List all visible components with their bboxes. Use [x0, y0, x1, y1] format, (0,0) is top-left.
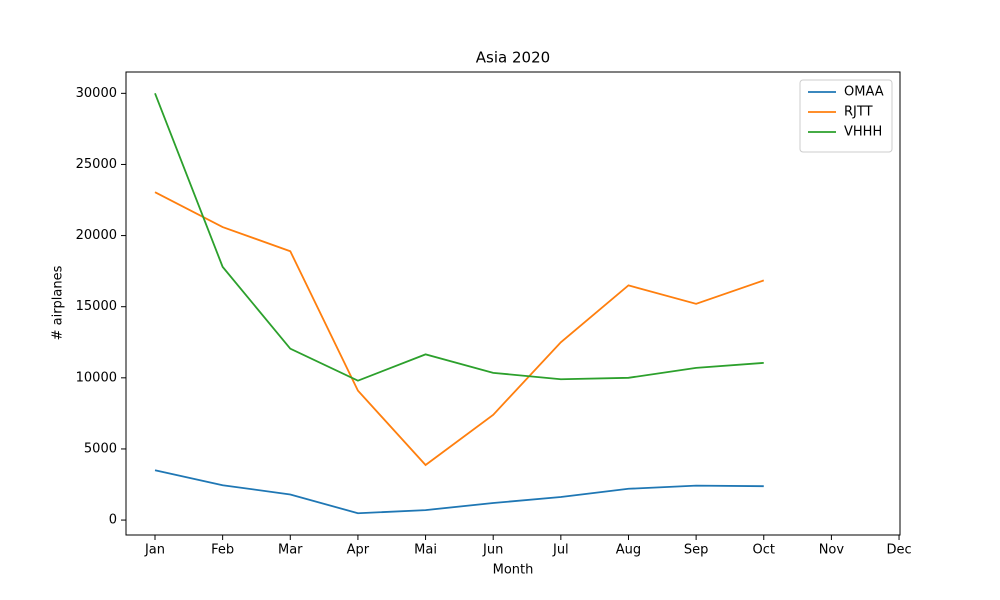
x-tick-label: Feb	[211, 543, 234, 558]
x-tick-label: Oct	[753, 543, 775, 558]
series-line	[154, 93, 764, 382]
series-line	[154, 191, 765, 467]
legend-label: OMAA	[844, 85, 884, 100]
x-tick-label: Aug	[616, 543, 641, 558]
x-tick-label: Jul	[552, 543, 569, 558]
series-line	[154, 469, 764, 515]
x-tick-label: Nov	[819, 543, 845, 558]
x-tick-label: Mar	[278, 543, 303, 558]
x-tick-label: Sep	[684, 543, 709, 558]
x-tick-label: Apr	[347, 543, 370, 558]
y-tick-label: 20000	[76, 228, 117, 243]
y-tick-label: 5000	[84, 441, 117, 456]
x-tick-label: Dec	[886, 543, 911, 558]
y-tick-label: 0	[109, 513, 117, 528]
y-tick-label: 10000	[76, 370, 117, 385]
y-tick-label: 15000	[76, 299, 117, 314]
y-axis-label: # airplanes	[51, 265, 66, 340]
x-axis-label: Month	[493, 563, 534, 578]
x-tick-label: Jun	[482, 543, 503, 558]
x-tick-label: Jan	[144, 543, 165, 558]
legend-box	[799, 79, 893, 153]
y-tick-label: 30000	[76, 86, 117, 101]
plot-frame	[125, 71, 901, 536]
legend-label: RJTT	[844, 105, 873, 120]
chart-title: Asia 2020	[476, 49, 550, 67]
legend-label: VHHH	[844, 125, 882, 140]
y-tick-label: 25000	[76, 157, 117, 172]
x-tick-label: Mai	[414, 543, 437, 558]
